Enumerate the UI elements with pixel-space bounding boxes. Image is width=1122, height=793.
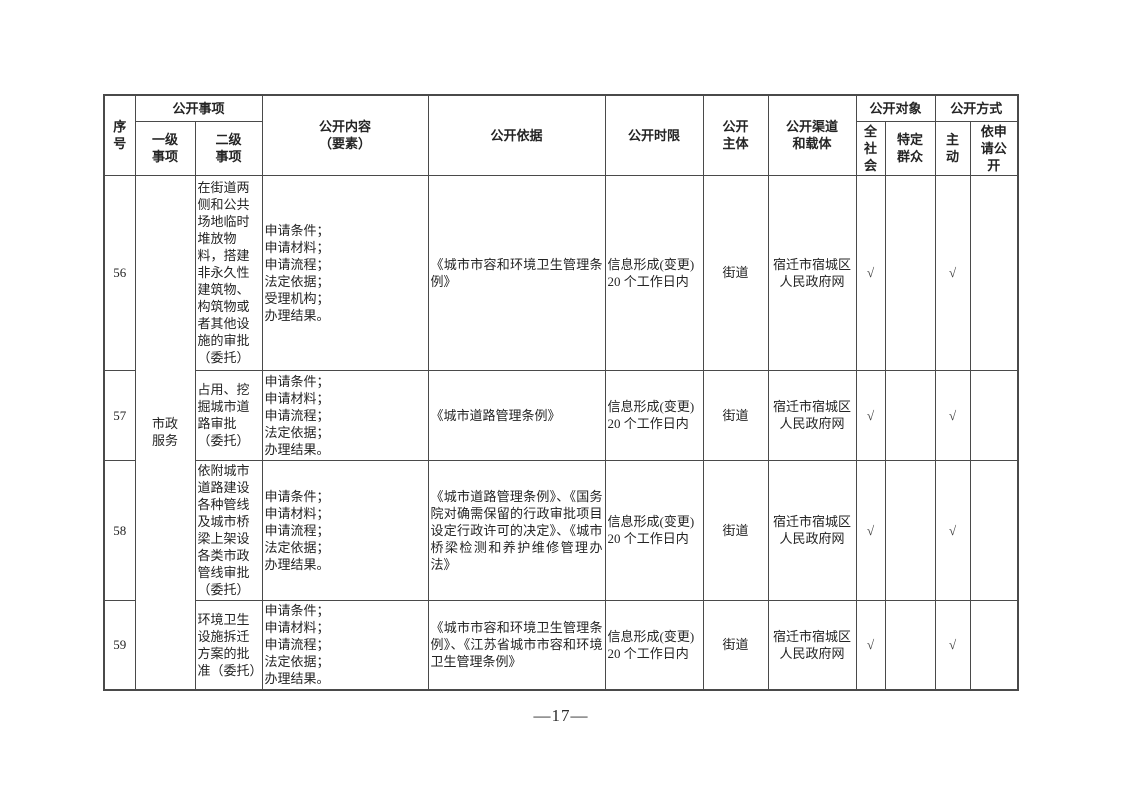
cell-subject: 街道 <box>702 369 769 461</box>
col-header-serial: 序 号 <box>103 94 136 176</box>
cell-check-method-active: √ <box>934 369 971 461</box>
cell-content: 申请条件； 申请材料； 申请流程； 法定依据； 办理结果。 <box>261 599 429 691</box>
cell-check-audience-all: √ <box>855 599 886 691</box>
cell-basis: 《城市道路管理条例》 <box>427 369 606 461</box>
cell-check-method-request <box>969 174 1019 371</box>
table-row: 58 依附城市道路建设各种管线及城市桥梁上架设各类市政管线审批（委托） 申请条件… <box>103 459 1019 601</box>
cell-check-audience-specific <box>884 459 936 601</box>
cell-level2-item: 在街道两侧和公共场地临时堆放物料，搭建非永久性建筑物、构筑物或者其他设施的审批（… <box>194 174 263 371</box>
cell-serial: 58 <box>103 459 136 601</box>
cell-subject: 街道 <box>702 174 769 371</box>
cell-serial: 57 <box>103 369 136 461</box>
disclosure-table: 序 号 公开事项 公开内容 （要素） 公开依据 公开时限 公开 主体 公开渠道 … <box>103 94 1020 691</box>
col-header-audience-group: 公开对象 <box>855 94 936 122</box>
cell-check-method-active: √ <box>934 459 971 601</box>
cell-check-audience-specific <box>884 599 936 691</box>
col-header-time-limit: 公开时限 <box>604 94 704 176</box>
cell-check-audience-specific <box>884 369 936 461</box>
cell-channel: 宿迁市宿城区人民政府网 <box>767 459 857 601</box>
cell-check-method-active: √ <box>934 174 971 371</box>
cell-channel: 宿迁市宿城区人民政府网 <box>767 369 857 461</box>
cell-check-method-request <box>969 369 1019 461</box>
cell-level2-item: 依附城市道路建设各种管线及城市桥梁上架设各类市政管线审批（委托） <box>194 459 263 601</box>
cell-time-limit: 信息形成(变更) 20 个工作日内 <box>604 174 704 371</box>
cell-channel: 宿迁市宿城区人民政府网 <box>767 174 857 371</box>
col-header-level2: 二级 事项 <box>194 120 263 176</box>
cell-content: 申请条件； 申请材料； 申请流程； 法定依据； 办理结果。 <box>261 369 429 461</box>
cell-content: 申请条件； 申请材料； 申请流程； 法定依据； 受理机构； 办理结果。 <box>261 174 429 371</box>
cell-serial: 59 <box>103 599 136 691</box>
cell-check-audience-all: √ <box>855 369 886 461</box>
col-header-subject: 公开 主体 <box>702 94 769 176</box>
table-row: 57 占用、挖掘城市道路审批（委托） 申请条件； 申请材料； 申请流程； 法定依… <box>103 369 1019 461</box>
cell-level1-item: 市政 服务 <box>134 174 196 691</box>
table-row: 59 环境卫生设施拆迁方案的批准（委托） 申请条件； 申请材料； 申请流程； 法… <box>103 599 1019 691</box>
cell-time-limit: 信息形成(变更) 20 个工作日内 <box>604 459 704 601</box>
cell-level2-item: 环境卫生设施拆迁方案的批准（委托） <box>194 599 263 691</box>
cell-basis: 《城市市容和环境卫生管理条例》 <box>427 174 606 371</box>
header-row-2: 一级 事项 二级 事项 全 社 会 特定 群众 主 动 依申 请公 开 <box>104 120 1019 176</box>
col-header-method-active: 主 动 <box>934 120 971 176</box>
cell-check-audience-all: √ <box>855 459 886 601</box>
cell-time-limit: 信息形成(变更) 20 个工作日内 <box>604 599 704 691</box>
cell-serial: 56 <box>103 174 136 371</box>
cell-subject: 街道 <box>702 459 769 601</box>
cell-check-audience-all: √ <box>855 174 886 371</box>
col-header-basis: 公开依据 <box>427 94 606 176</box>
cell-check-audience-specific <box>884 174 936 371</box>
cell-basis: 《城市道路管理条例》、《国务院对确需保留的行政审批项目设定行政许可的决定》、《城… <box>427 459 606 601</box>
cell-subject: 街道 <box>702 599 769 691</box>
table-row: 56 市政 服务 在街道两侧和公共场地临时堆放物料，搭建非永久性建筑物、构筑物或… <box>103 174 1019 691</box>
col-header-method-group: 公开方式 <box>934 94 1019 122</box>
cell-check-method-active: √ <box>934 599 971 691</box>
col-header-level1: 一级 事项 <box>134 120 196 176</box>
cell-level2-item: 占用、挖掘城市道路审批（委托） <box>194 369 263 461</box>
page-number: —17— <box>533 706 589 725</box>
cell-time-limit: 信息形成(变更) 20 个工作日内 <box>604 369 704 461</box>
cell-basis: 《城市市容和环境卫生管理条例》、《江苏省城市市容和环境卫生管理条例》 <box>427 599 606 691</box>
col-header-items-group: 公开事项 <box>134 94 263 122</box>
col-header-channel: 公开渠道 和载体 <box>767 94 857 176</box>
header-row-1: 序 号 公开事项 公开内容 （要素） 公开依据 公开时限 公开 主体 公开渠道 … <box>103 94 1019 176</box>
cell-content: 申请条件； 申请材料； 申请流程； 法定依据； 办理结果。 <box>261 459 429 601</box>
cell-channel: 宿迁市宿城区人民政府网 <box>767 599 857 691</box>
cell-check-method-request <box>969 599 1019 691</box>
cell-check-method-request <box>969 459 1019 601</box>
col-header-audience-all: 全 社 会 <box>855 120 886 176</box>
col-header-method-request: 依申 请公 开 <box>969 120 1019 176</box>
col-header-content: 公开内容 （要素） <box>261 94 429 176</box>
col-header-audience-specific: 特定 群众 <box>884 120 936 176</box>
